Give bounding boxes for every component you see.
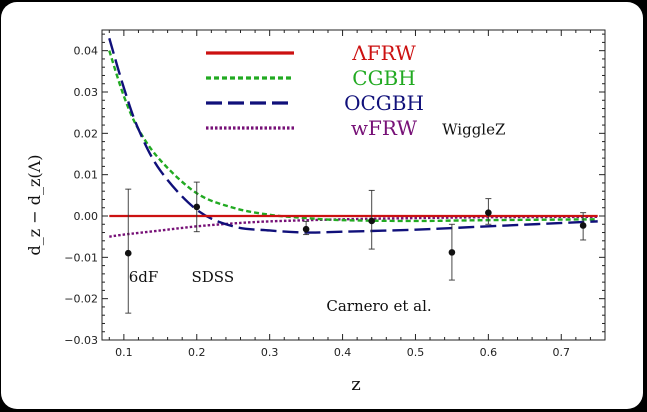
y-axis-label: d_z − d_z(Λ) bbox=[25, 155, 44, 256]
y-tick-label: −0.02 bbox=[64, 293, 98, 306]
data-point-marker bbox=[579, 222, 587, 229]
x-tick-label: 0.7 bbox=[553, 346, 571, 359]
data-point bbox=[193, 181, 201, 233]
x-tick-label: 0.5 bbox=[407, 346, 425, 359]
y-tick-label: 0.01 bbox=[74, 169, 99, 182]
y-tick-label: 0.02 bbox=[74, 127, 99, 140]
axes: 0.1 0.2 0.3 0.4 0.5 0.6 0.7 0.04 0.03 0.02 0.01 0.0… bbox=[64, 30, 605, 359]
x-axis-label: z bbox=[351, 374, 360, 395]
data-point-marker bbox=[485, 209, 492, 216]
legend-label: wFRW bbox=[351, 116, 418, 140]
y-tick-label: 0.04 bbox=[74, 45, 99, 58]
annotation-label: SDSS bbox=[192, 268, 235, 286]
data-point bbox=[368, 189, 376, 250]
legend-label: CGBH bbox=[352, 66, 415, 90]
annotation-label: WiggleZ bbox=[442, 121, 505, 139]
y-tick-label: −0.03 bbox=[64, 334, 98, 347]
x-tick-label: 0.6 bbox=[480, 346, 498, 359]
data-point bbox=[124, 188, 132, 314]
points-layer bbox=[124, 181, 587, 314]
series-layer bbox=[108, 37, 598, 238]
data-point-marker bbox=[368, 217, 376, 225]
series-line-ocgbh bbox=[108, 37, 598, 234]
plot-border bbox=[101, 29, 606, 341]
data-point-marker bbox=[448, 249, 456, 256]
x-tick-label: 0.3 bbox=[261, 346, 279, 359]
y-tick-label: 0.03 bbox=[74, 86, 99, 99]
x-tick-label: 0.1 bbox=[115, 346, 133, 359]
data-point bbox=[448, 223, 456, 281]
series-line-wfrw bbox=[109, 215, 598, 238]
x-tick-label: 0.2 bbox=[188, 346, 206, 359]
y-tick-label: 0.00 bbox=[74, 210, 99, 223]
data-point bbox=[579, 212, 587, 241]
annotation-label: Carnero et al. bbox=[326, 297, 431, 315]
data-point-marker bbox=[302, 225, 310, 233]
x-tick-label: 0.4 bbox=[334, 346, 352, 359]
data-point bbox=[485, 198, 492, 225]
plot-area bbox=[101, 29, 606, 341]
data-point bbox=[302, 220, 310, 236]
y-tick-label: −0.01 bbox=[64, 251, 98, 264]
legend-label: ΛFRW bbox=[351, 41, 416, 65]
data-point-marker bbox=[124, 249, 132, 257]
annotations: 6dF SDSS Carnero et al. WiggleZ bbox=[129, 121, 506, 315]
legend-label: OCGBH bbox=[344, 91, 424, 115]
annotation-label: 6dF bbox=[129, 268, 159, 286]
data-point-marker bbox=[193, 203, 201, 211]
